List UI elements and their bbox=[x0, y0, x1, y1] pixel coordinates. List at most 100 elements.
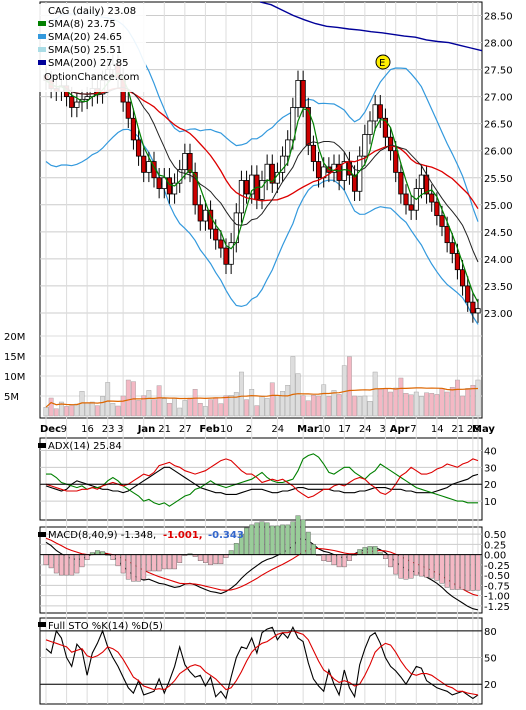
xaxis-tick-label: 7 bbox=[410, 424, 416, 435]
macd-histogram-bar bbox=[367, 546, 373, 555]
price-ytick-label: 24.00 bbox=[484, 255, 513, 266]
price-ytick-label: 24.50 bbox=[484, 228, 513, 239]
legend-sma8: SMA(8) 23.75 bbox=[48, 19, 116, 30]
macd-histogram-bar bbox=[84, 554, 90, 560]
panel-frame-adx bbox=[39, 437, 483, 521]
volume-bar bbox=[218, 403, 224, 417]
macd-histogram-bar bbox=[398, 554, 404, 579]
volume-bar bbox=[167, 403, 172, 417]
macd-title: MACD(8,40,9) -1.348, bbox=[48, 530, 156, 541]
adx-ytick-label: 10 bbox=[484, 497, 497, 508]
macd-histogram-bar bbox=[264, 522, 270, 555]
candle-body bbox=[130, 117, 137, 141]
xaxis-tick-label: Feb bbox=[199, 424, 219, 435]
macd-ytick-label: -1.25 bbox=[484, 602, 510, 613]
macd-histogram-bar bbox=[48, 554, 54, 569]
volume-ytick-label: 5M bbox=[4, 392, 19, 403]
xaxis-tick-label: 9 bbox=[61, 424, 67, 435]
macd-histogram-bar bbox=[228, 550, 234, 555]
candle-body bbox=[259, 180, 265, 200]
macd-histogram-bar bbox=[465, 554, 471, 591]
volume-bar bbox=[367, 401, 373, 417]
volume-bar bbox=[352, 395, 357, 417]
candle-body bbox=[192, 171, 198, 206]
xaxis-tick-label: May bbox=[472, 424, 495, 435]
volume-bar bbox=[233, 392, 239, 417]
xaxis-tick-label: Mar bbox=[297, 424, 319, 435]
macd-histogram-bar bbox=[53, 554, 59, 574]
macd-ytick-label: 0.25 bbox=[484, 540, 506, 551]
volume-bar bbox=[156, 385, 162, 417]
price-ytick-label: 27.50 bbox=[484, 66, 513, 77]
volume-bar bbox=[290, 356, 296, 417]
price-ytick-label: 26.00 bbox=[484, 147, 513, 158]
legend-box bbox=[36, 4, 146, 92]
macd-histogram-bar bbox=[388, 554, 393, 568]
volume-bar bbox=[197, 403, 203, 417]
macd-histogram-bar bbox=[177, 554, 183, 563]
volume-bar bbox=[110, 403, 116, 417]
volume-average-line bbox=[45, 387, 479, 408]
macd-histogram-bar bbox=[326, 554, 332, 562]
candle-body bbox=[439, 215, 445, 227]
volume-bar bbox=[125, 379, 131, 417]
macd-histogram-bar bbox=[151, 554, 157, 572]
volume-bar bbox=[203, 406, 208, 417]
xaxis-tick-label: 10 bbox=[318, 424, 331, 435]
volume-bar bbox=[311, 395, 316, 417]
candle-body bbox=[403, 193, 409, 206]
candle-body bbox=[177, 169, 183, 184]
macd-histogram-bar bbox=[290, 521, 296, 555]
macd-histogram-bar bbox=[331, 554, 337, 566]
volume-bar bbox=[182, 400, 188, 417]
macd-histogram-bar bbox=[295, 515, 301, 555]
price-chart-title: CAG (daily) 23.08 bbox=[48, 6, 136, 17]
candle-body bbox=[285, 139, 291, 157]
candle-body bbox=[336, 163, 342, 181]
macd-histogram-bar bbox=[69, 554, 75, 576]
candle-body bbox=[69, 96, 75, 108]
xaxis-tick-label: 23 bbox=[102, 424, 115, 435]
candle-body bbox=[295, 80, 301, 108]
xaxis-tick-label: 16 bbox=[81, 424, 94, 435]
volume-bar bbox=[161, 398, 167, 417]
xaxis-tick-label: 14 bbox=[431, 424, 444, 435]
candle-body bbox=[300, 80, 306, 108]
macd-histogram-bar bbox=[208, 554, 213, 566]
sto-ytick-label: 80 bbox=[484, 627, 497, 638]
candle-body bbox=[141, 155, 147, 173]
xaxis-tick-label: 27 bbox=[179, 424, 192, 435]
macd-histogram-bar bbox=[429, 554, 435, 579]
candle-body bbox=[182, 153, 188, 171]
volume-bar bbox=[53, 408, 59, 417]
volume-bar bbox=[151, 399, 157, 417]
candle-body bbox=[161, 177, 167, 189]
macd-histogram-bar bbox=[269, 525, 275, 555]
macd-histogram-bar bbox=[275, 525, 280, 555]
sma8-line bbox=[45, 72, 479, 303]
volume-bar bbox=[141, 395, 147, 417]
volume-bar bbox=[254, 405, 260, 417]
volume-bar bbox=[326, 396, 332, 417]
watermark-text: OptionChance.com bbox=[44, 72, 139, 83]
macd-ytick-label: -1.00 bbox=[484, 592, 510, 603]
volume-bar bbox=[305, 400, 311, 417]
volume-ytick-label: 20M bbox=[4, 332, 25, 343]
macd-histogram-bar bbox=[408, 554, 414, 579]
candle-body bbox=[408, 204, 414, 211]
xaxis-tick-label: Jan bbox=[137, 424, 156, 435]
macd-histogram-bar bbox=[455, 554, 460, 590]
volume-bar bbox=[187, 397, 193, 417]
volume-ytick-label: 10M bbox=[4, 372, 25, 383]
macd-histogram-bar bbox=[197, 554, 203, 561]
xaxis-tick-label: 21 bbox=[451, 424, 464, 435]
volume-bar bbox=[285, 385, 291, 417]
macd-histogram-bar bbox=[59, 554, 64, 576]
volume-bar bbox=[419, 396, 424, 417]
volume-bar bbox=[383, 388, 388, 417]
macd-histogram-bar bbox=[254, 522, 260, 555]
candle-body bbox=[398, 171, 404, 195]
candle-body bbox=[249, 174, 255, 195]
candle-body bbox=[171, 182, 178, 195]
volume-bar bbox=[244, 399, 249, 417]
